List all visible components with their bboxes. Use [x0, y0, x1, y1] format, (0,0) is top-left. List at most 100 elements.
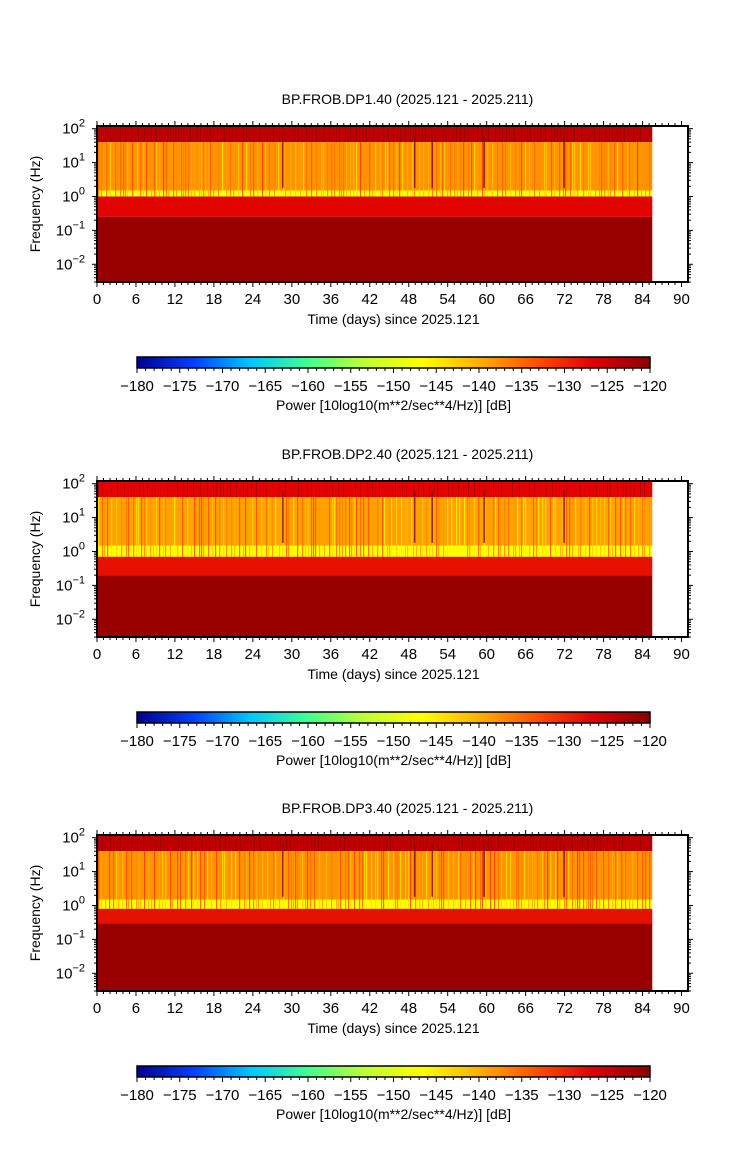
heatmap-streak: [208, 497, 210, 557]
y-axis-label: Frequency (Hz): [27, 156, 43, 252]
x-tick-label: 84: [634, 646, 651, 663]
heatmap-streak: [232, 126, 233, 143]
x-tick-label: 54: [439, 291, 456, 308]
heatmap-streak: [647, 835, 648, 852]
heatmap-streak: [107, 497, 109, 557]
heatmap-streak: [311, 835, 312, 852]
x-axis: 0 6 12 18 24 30 36 42 48 54 60 66 72 78 84 90: [93, 830, 690, 1017]
heatmap-streak: [203, 142, 205, 197]
heatmap-streak: [125, 142, 127, 197]
heatmap-streak: [290, 126, 291, 143]
heatmap-streak: [245, 497, 247, 557]
heatmap-streak: [438, 835, 439, 852]
heatmap-streak: [253, 851, 255, 909]
heatmap-streak: [342, 497, 344, 557]
heatmap-streak: [362, 851, 364, 909]
heatmap-streak: [604, 497, 606, 557]
heatmap-streak: [187, 481, 188, 498]
heatmap-streak: [641, 142, 643, 197]
heatmap-streak: [311, 481, 312, 498]
heatmap-streak: [301, 481, 302, 498]
heatmap-streak: [388, 851, 390, 909]
colorbar-tick-label: −175: [163, 1087, 197, 1104]
heatmap-streak: [443, 851, 445, 909]
heatmap-streak: [551, 126, 552, 143]
heatmap-streak: [594, 835, 595, 852]
heatmap-streak: [221, 126, 222, 143]
heatmap-streak: [528, 851, 530, 909]
heatmap-streak: [98, 481, 99, 498]
heatmap-streak: [582, 835, 583, 852]
heatmap-streak: [110, 126, 111, 143]
heatmap-streak: [174, 481, 175, 498]
heatmap-streak: [160, 481, 161, 498]
colorbar-tick-label: −180: [120, 733, 154, 750]
colorbar-tick-label: −160: [291, 1087, 325, 1104]
heatmap-streak: [423, 142, 425, 197]
heatmap-streak: [98, 497, 100, 557]
heatmap-streak: [574, 126, 575, 143]
heatmap-streak: [369, 142, 371, 197]
heatmap-streak: [136, 851, 138, 909]
heatmap-streak: [384, 481, 385, 498]
heatmap-streak: [321, 835, 322, 852]
heatmap-streak: [219, 497, 221, 557]
heatmap-streak: [173, 835, 174, 852]
heatmap-streak: [458, 481, 459, 498]
heatmap-streak: [404, 835, 405, 852]
heatmap-streak: [381, 851, 383, 909]
heatmap-band-1: [97, 481, 653, 498]
heatmap-streak: [311, 142, 313, 197]
heatmap-streak: [384, 497, 386, 557]
heatmap-streak: [609, 126, 610, 143]
heatmap-streak: [249, 497, 251, 557]
heatmap-streak: [246, 126, 247, 143]
heatmap-streak: [573, 481, 574, 498]
heatmap-streak: [397, 851, 399, 909]
heatmap-streak: [550, 851, 552, 909]
heatmap-streak: [596, 481, 597, 498]
heatmap-streak: [139, 481, 140, 498]
heatmap-streak: [226, 851, 228, 909]
heatmap-streak: [577, 142, 579, 197]
heatmap-streak: [156, 497, 158, 557]
heatmap-streak: [529, 481, 530, 498]
colorbar-tick-label: −175: [163, 378, 197, 395]
heatmap-streak: [601, 142, 603, 197]
heatmap-streak: [487, 142, 489, 197]
heatmap-streak: [498, 851, 500, 909]
heatmap-streak: [236, 126, 237, 143]
heatmap-streak: [630, 481, 631, 498]
heatmap-streak: [617, 851, 619, 909]
heatmap-streak: [216, 481, 217, 498]
heatmap-streak: [345, 497, 347, 557]
x-tick-label: 24: [245, 646, 262, 663]
colorbar-tick-label: −125: [590, 378, 624, 395]
heatmap-streak: [446, 126, 447, 143]
heatmap-streak: [420, 835, 421, 852]
heatmap-band-2: [97, 497, 653, 546]
heatmap-streak: [544, 851, 546, 909]
colorbar-tick-label: −155: [334, 733, 368, 750]
heatmap-band-4: [97, 556, 653, 576]
heatmap-streak: [529, 497, 531, 557]
heatmap-streak: [399, 142, 401, 197]
heatmap-streak: [163, 142, 165, 197]
heatmap-streak: [151, 126, 152, 143]
heatmap-streak: [581, 126, 582, 143]
heatmap-streak: [617, 481, 618, 498]
x-tick-label: 42: [361, 1000, 378, 1017]
heatmap-streak: [474, 497, 476, 557]
heatmap-streak: [308, 497, 310, 557]
heatmap-streak: [356, 142, 358, 197]
heatmap-streak: [438, 497, 440, 557]
heatmap-streak: [555, 497, 557, 557]
heatmap-streak: [619, 835, 620, 852]
heatmap-streak: [302, 851, 304, 909]
x-axis: 0 6 12 18 24 30 36 42 48 54 60 66 72 78 84 90: [93, 476, 690, 663]
colorbar-tick-label: −145: [419, 1087, 453, 1104]
x-tick-label: 66: [517, 291, 534, 308]
heatmap-streak: [588, 142, 590, 197]
heatmap-streak: [215, 835, 216, 852]
heatmap-streak: [125, 126, 126, 143]
